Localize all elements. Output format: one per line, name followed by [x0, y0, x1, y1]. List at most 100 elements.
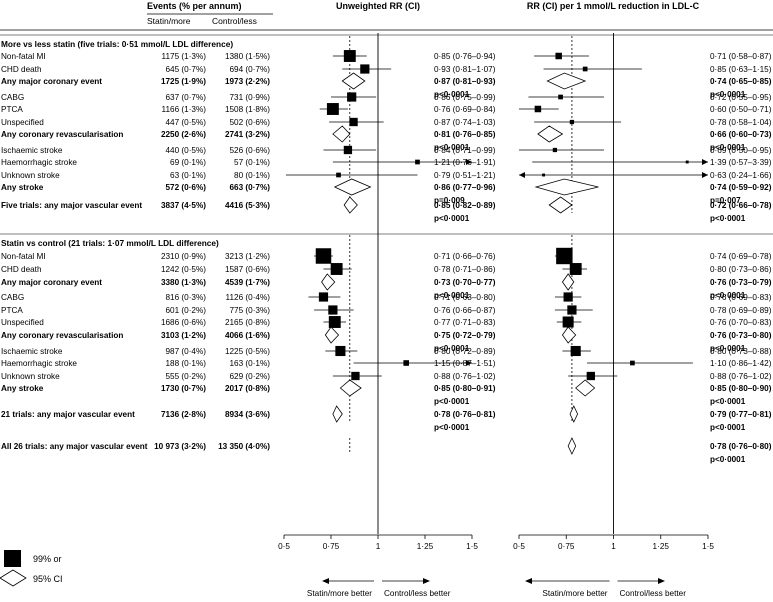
statin-events: 440 (0·5%): [165, 146, 206, 155]
point-estimate-square: [562, 316, 574, 328]
rr-ci-text: 0·76 (0·73–0·79): [710, 278, 772, 287]
statin-events: 188 (0·1%): [165, 359, 206, 368]
favours-left-label: Statin/more better: [307, 589, 372, 598]
rr-ci-text: 0·87 (0·74–1·03): [434, 118, 496, 127]
point-estimate-square: [330, 263, 343, 275]
rr-ci-text: 0·85 (0·82–0·89): [434, 201, 496, 210]
rr-ci-text: 0·76 (0·70–0·83): [710, 318, 772, 327]
statin-events: 572 (0·6%): [165, 183, 206, 192]
section-title: Statin vs control (21 trials: 1·07 mmol/…: [1, 238, 219, 248]
control-events: 1225 (0·5%): [225, 347, 270, 356]
point-estimate-square: [343, 50, 356, 62]
point-estimate-square: [542, 173, 546, 177]
p-value: p<0·0001: [434, 344, 470, 353]
favours-left-arrowhead: [525, 578, 532, 584]
p-value: p<0·0001: [434, 397, 470, 406]
rr-ci-text: 0·85 (0·80–0·91): [434, 384, 496, 393]
point-estimate-square: [328, 316, 341, 328]
control-events: 526 (0·6%): [229, 146, 270, 155]
row-label-ischaemic-stroke: Ischaemic stroke: [1, 146, 63, 155]
panel2-title: RR (CI) per 1 mmol/L reduction in LDL-C: [527, 1, 700, 11]
summary-diamond: [567, 437, 577, 455]
rr-ci-text: 0·76 (0·69–0·83): [710, 293, 772, 302]
rr-ci-text: 0·74 (0·69–0·78): [710, 252, 772, 261]
statin-events: 1166 (1·3%): [162, 105, 207, 114]
point-estimate-square: [630, 360, 635, 366]
statin-events: 555 (0·2%): [165, 372, 206, 381]
point-estimate-square: [336, 172, 341, 178]
p-value: p<0·0001: [434, 291, 470, 300]
statin-events: 2250 (2·6%): [161, 130, 206, 139]
point-estimate-square: [570, 345, 581, 357]
control-events: 4066 (1·6%): [225, 331, 270, 340]
rr-ci-text: 0·80 (0·73–0·86): [710, 265, 772, 274]
forest-rows: More vs less statin (five trials: 0·51 m…: [0, 34, 773, 451]
point-estimate-square: [360, 64, 370, 74]
point-estimate-square: [351, 371, 360, 381]
p-value: p=0·009: [434, 196, 465, 205]
rr-ci-text: 0·71 (0·63–0·80): [434, 293, 496, 302]
x-tick-label: 0·5: [278, 542, 290, 551]
control-events: 663 (0·7%): [229, 183, 270, 192]
x-tick-label: 1: [376, 542, 381, 551]
point-estimate-square: [326, 103, 339, 115]
ci-arrow-right: [702, 172, 708, 178]
row-label-any-major-coronary-event: Any major coronary event: [1, 77, 102, 86]
rr-ci-text: 0·84 (0·71–0·99): [434, 146, 496, 155]
control-events: 1973 (2·2%): [225, 77, 270, 86]
statin-events: 1242 (0·5%): [161, 265, 206, 274]
rr-ci-text: 0·74 (0·59–0·92): [710, 183, 772, 192]
control-events: 4539 (1·7%): [225, 278, 270, 287]
p-value: p<0·0001: [710, 344, 746, 353]
point-estimate-square: [569, 119, 575, 125]
favours-right-arrowhead: [658, 578, 665, 584]
point-estimate-square: [403, 360, 409, 366]
point-estimate-square: [567, 305, 577, 315]
x-tick-label: 0·75: [558, 542, 575, 551]
point-estimate-square: [556, 247, 573, 265]
point-estimate-square: [349, 117, 358, 127]
p-value: p<0·0001: [434, 90, 470, 99]
ci-arrow-right: [702, 159, 708, 165]
control-events: 163 (0·1%): [229, 359, 270, 368]
statin-events: 3103 (1·2%): [161, 331, 206, 340]
point-estimate-square: [569, 263, 582, 275]
rr-ci-text: 0·78 (0·58–1·04): [710, 118, 772, 127]
statin-events: 645 (0·7%): [165, 65, 206, 74]
summary-diamond: [561, 273, 575, 291]
events-header: Events (% per annum): [147, 1, 242, 11]
rr-ci-text: 0·66 (0·60–0·73): [710, 130, 772, 139]
summary-diamond: [339, 379, 362, 397]
rr-ci-text: 0·80 (0·73–0·88): [710, 347, 772, 356]
p-value: p<0·0001: [434, 143, 470, 152]
favours-left-label: Statin/more better: [542, 589, 607, 598]
row-label-all-26-trials-any-major-vascular-event: All 26 trials: any major vascular event: [1, 442, 148, 451]
control-events: 3213 (1·2%): [225, 252, 270, 261]
rr-ci-text: 0·76 (0·66–0·87): [434, 306, 496, 315]
rr-ci-text: 0·81 (0·76–0·85): [434, 130, 496, 139]
control-events: 1126 (0·4%): [226, 293, 271, 302]
point-estimate-square: [415, 159, 420, 165]
control-events: 2017 (0·8%): [225, 384, 270, 393]
statin-events: 1175 (1·3%): [162, 52, 207, 61]
summary-diamond: [561, 326, 577, 344]
legend-square-icon: [4, 550, 21, 567]
rr-ci-text: 0·87 (0·81–0·93): [434, 77, 496, 86]
rr-ci-text: 0·79 (0·77–0·81): [710, 410, 772, 419]
p-value: p<0·0001: [434, 214, 470, 223]
summary-diamond: [332, 125, 351, 143]
control-column-header: Control/less: [212, 16, 257, 26]
statin-events: 637 (0·7%): [165, 93, 206, 102]
row-label-any-stroke: Any stroke: [1, 384, 44, 393]
row-label-any-coronary-revascularisation: Any coronary revascularisation: [1, 331, 123, 340]
statin-events: 3380 (1·3%): [161, 278, 206, 287]
rr-ci-text: 1·21 (0·76–1·91): [434, 158, 496, 167]
summary-diamond: [546, 72, 587, 90]
control-events: 8934 (3·6%): [225, 410, 270, 419]
rr-ci-text: 0·71 (0·58–0·87): [710, 52, 772, 61]
rr-ci-text: 0·72 (0·66–0·78): [710, 201, 772, 210]
statin-column-header: Statin/more: [147, 16, 191, 26]
ci-arrow-right: [466, 360, 472, 366]
statin-events: 987 (0·4%): [165, 347, 206, 356]
statin-events: 447 (0·5%): [165, 118, 206, 127]
